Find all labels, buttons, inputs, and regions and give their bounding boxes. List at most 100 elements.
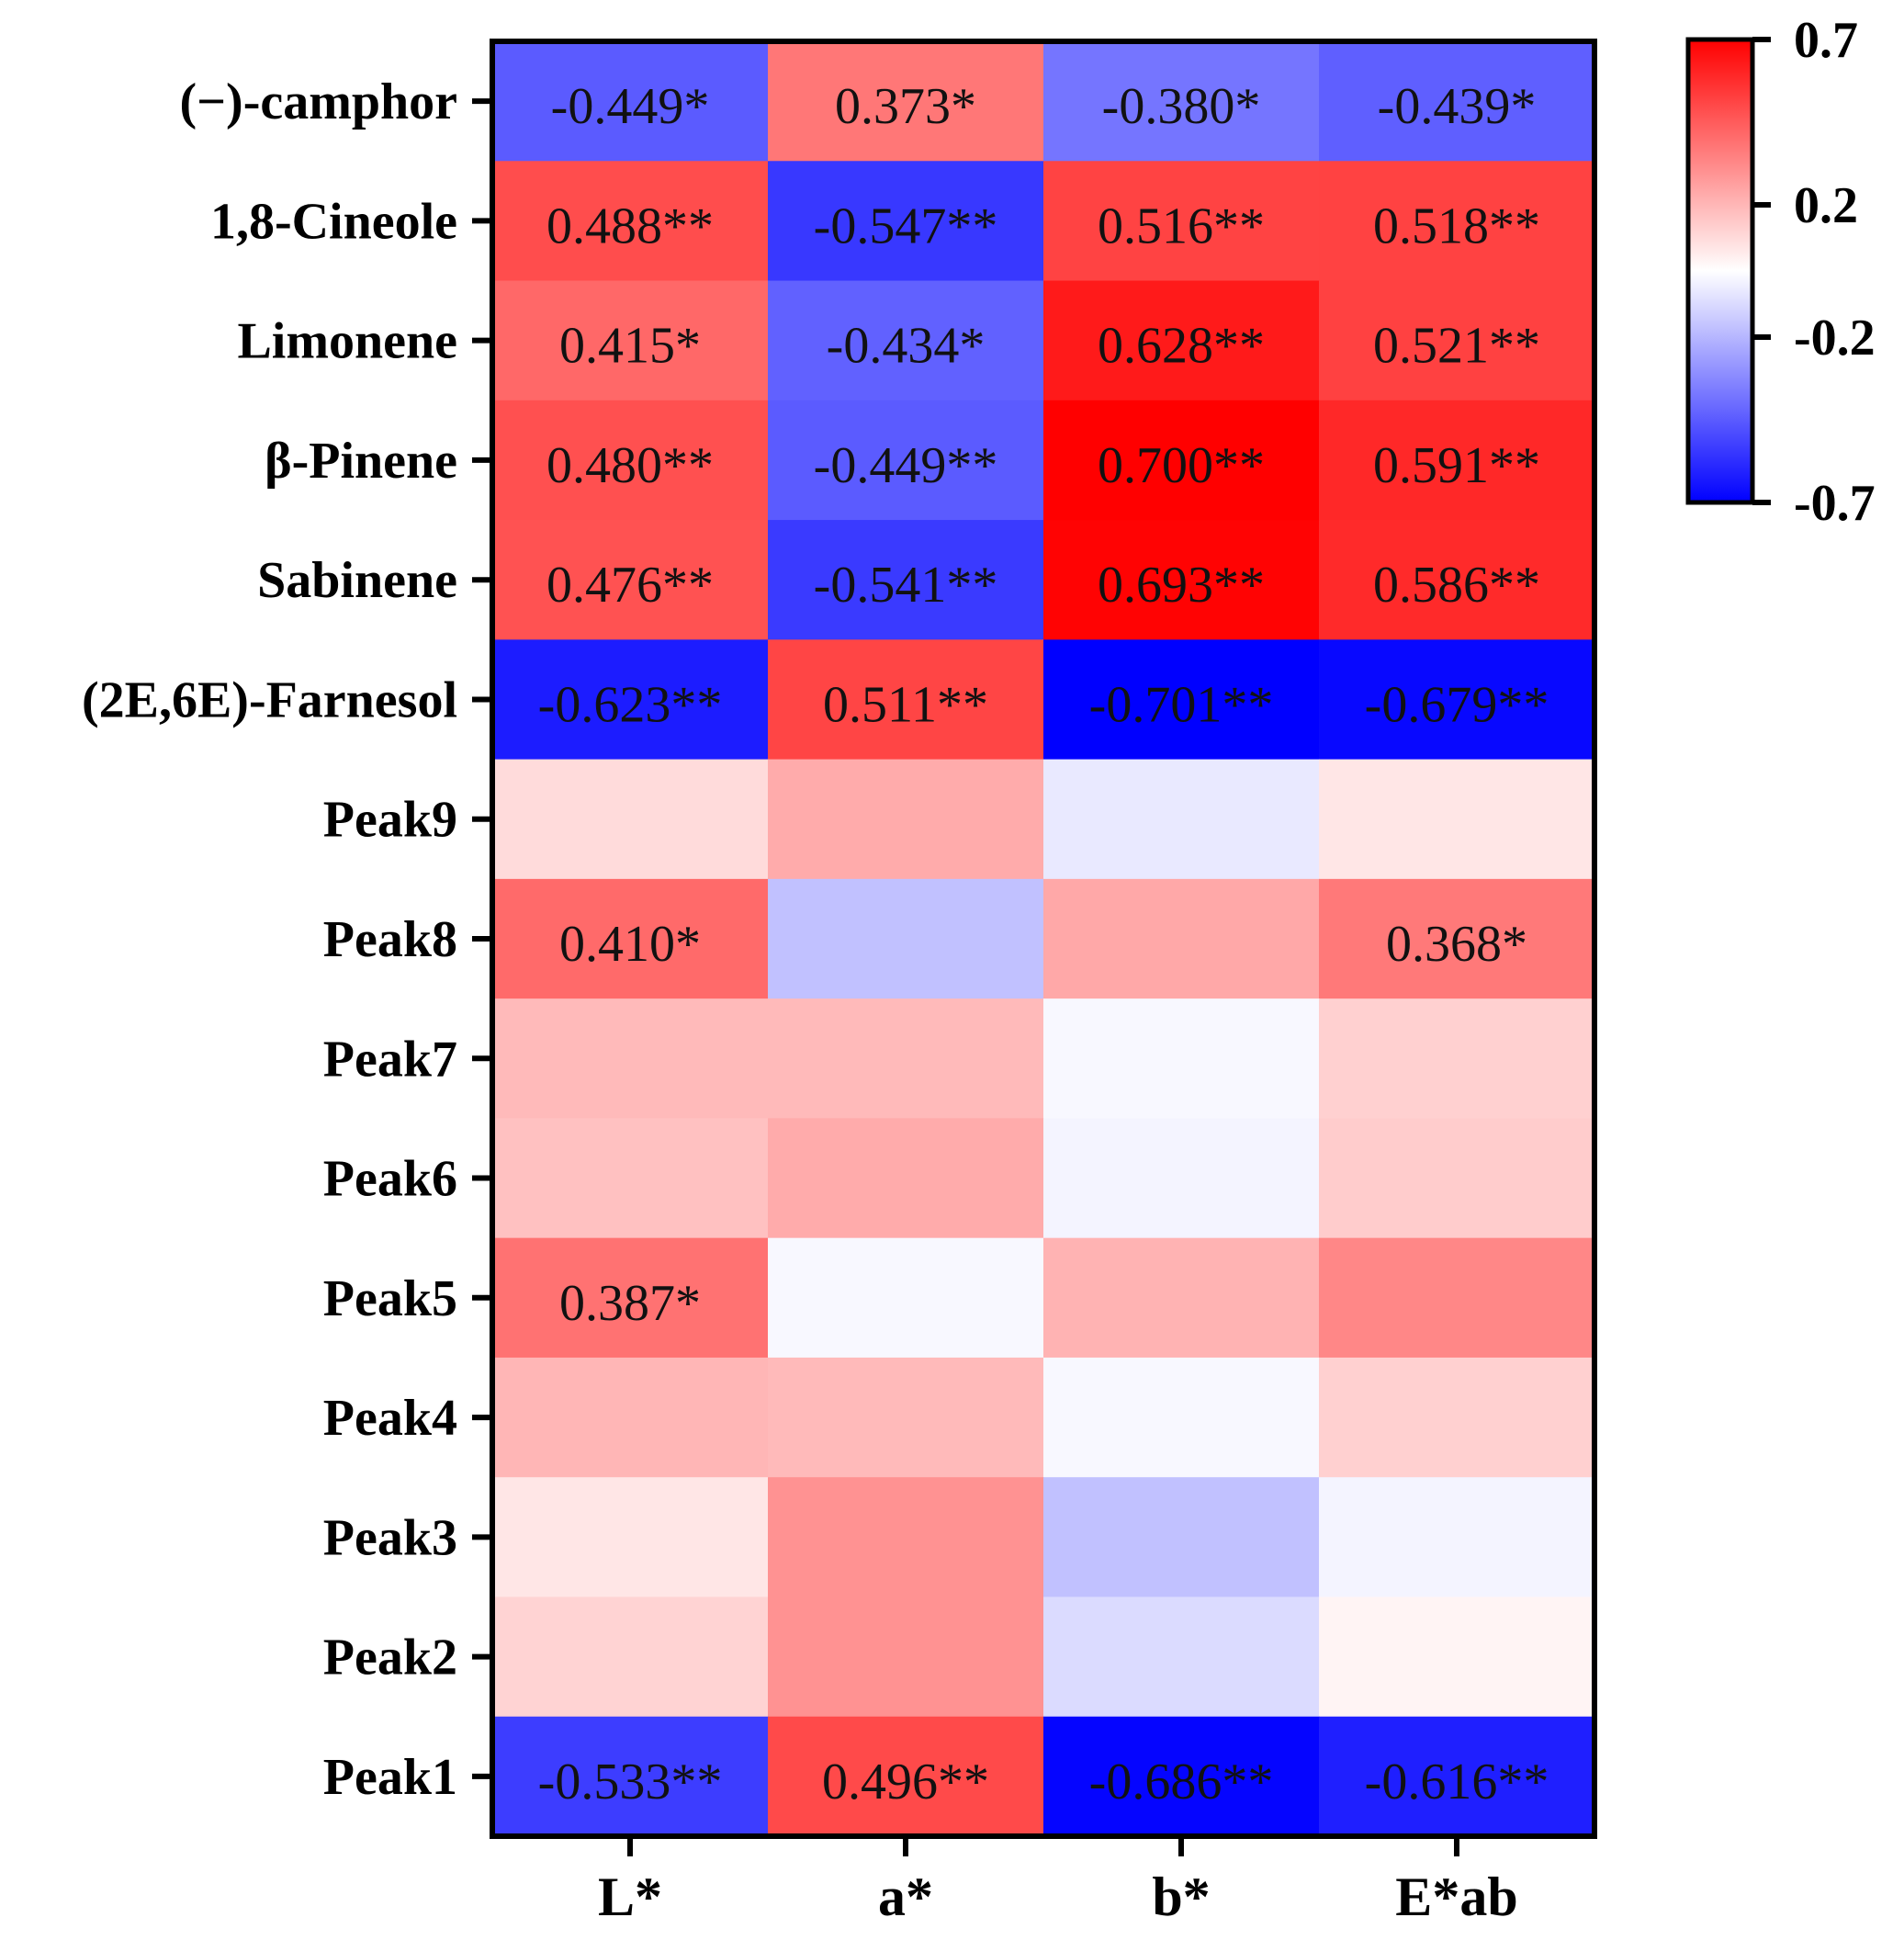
heatmap-cell	[768, 1237, 1044, 1359]
heatmap-cell	[1319, 639, 1595, 761]
heatmap-cell	[768, 520, 1044, 640]
heatmap-cell	[1319, 1477, 1595, 1598]
heatmap-cell-label: 0.387*	[559, 1275, 701, 1332]
heatmap-cell-label: 0.516**	[1098, 197, 1265, 254]
heatmap-cell	[1319, 878, 1595, 999]
heatmap-cell	[768, 161, 1044, 282]
heatmap-cell	[1319, 161, 1595, 282]
heatmap-cell-label: 0.518**	[1373, 197, 1540, 254]
heatmap-cell	[1043, 161, 1320, 282]
row-label: Sabinene	[257, 552, 457, 609]
heatmap-cell	[492, 1357, 769, 1478]
heatmap-cell	[768, 41, 1044, 162]
heatmap-cell	[1043, 639, 1320, 761]
heatmap-cell-label: -0.449*	[551, 78, 710, 135]
heatmap-cell	[1043, 520, 1320, 640]
heatmap-cell	[1319, 41, 1595, 162]
heatmap-cell	[1043, 41, 1320, 162]
column-label: E*ab	[1395, 1867, 1517, 1927]
heatmap-cell-label: 0.368*	[1386, 916, 1527, 973]
heatmap-cell	[1043, 400, 1320, 521]
heatmap-frame	[490, 39, 1597, 1839]
heatmap-cell	[492, 639, 769, 761]
heatmap-cell	[768, 280, 1044, 401]
heatmap-cell	[1319, 1357, 1595, 1478]
heatmap-cell	[492, 1716, 769, 1837]
row-label: (2E,6E)-Farnesol	[82, 671, 457, 728]
heatmap-cell	[768, 1118, 1044, 1239]
heatmap-cell-label: -0.434*	[827, 318, 986, 375]
heatmap-cell-label: 0.591**	[1373, 437, 1540, 494]
heatmap-cell-label: -0.616**	[1365, 1754, 1549, 1810]
heatmap-cell	[492, 400, 769, 521]
heatmap-cell	[1319, 400, 1595, 521]
heatmap-cell	[492, 759, 769, 880]
color-scale-tick-label: -0.2	[1794, 310, 1876, 367]
color-scale-tick-label: 0.7	[1794, 12, 1858, 69]
heatmap-cell	[1319, 1237, 1595, 1359]
row-label: Peak4	[323, 1390, 457, 1447]
heatmap-cell-label: 0.415*	[559, 318, 701, 375]
heatmap-cell-label: -0.439*	[1378, 78, 1537, 135]
heatmap-cell-label: 0.410*	[559, 916, 701, 973]
heatmap-cell-label: -0.380*	[1102, 78, 1261, 135]
heatmap-cell-label: 0.693**	[1098, 557, 1265, 614]
row-label: Peak9	[323, 792, 457, 849]
heatmap-cell-label: 0.511**	[823, 676, 988, 733]
heatmap-cell	[1319, 1118, 1595, 1239]
heatmap-cell-label: 0.373*	[835, 78, 976, 135]
heatmap-cell	[1043, 1118, 1320, 1239]
row-label: 1,8-Cineole	[210, 193, 457, 250]
row-label: Limonene	[237, 313, 457, 370]
heatmap-cell	[1319, 1716, 1595, 1837]
heatmap-cell-label: -0.541**	[814, 557, 998, 614]
heatmap-cell	[1043, 1596, 1320, 1718]
heatmap-cell	[1319, 998, 1595, 1119]
heatmap-cell-label: 0.628**	[1098, 318, 1265, 375]
color-scale-tick-label: -0.7	[1794, 475, 1876, 532]
column-label: L*	[598, 1867, 662, 1927]
heatmap-cell-label: 0.488**	[546, 197, 714, 254]
heatmap-cell-label: 0.700**	[1098, 437, 1265, 494]
heatmap-cell	[1043, 280, 1320, 401]
heatmap-cell	[492, 520, 769, 640]
heatmap-cells	[492, 41, 1595, 1837]
heatmap-cell	[768, 1716, 1044, 1837]
row-label: (−)-camphor	[179, 73, 457, 130]
color-scale-bar	[1685, 37, 1755, 505]
row-label: Peak2	[323, 1630, 457, 1686]
heatmap-cell-label: 0.521**	[1373, 318, 1540, 375]
heatmap-cell	[1043, 1357, 1320, 1478]
row-label: Peak6	[323, 1151, 457, 1208]
heatmap-cell	[492, 1237, 769, 1359]
heatmap-cell	[1319, 280, 1595, 401]
heatmap-cell	[1043, 998, 1320, 1119]
heatmap-cell	[492, 41, 769, 162]
row-label: Peak1	[323, 1749, 457, 1806]
heatmap-cell	[1319, 759, 1595, 880]
heatmap-cell-label: -0.547**	[814, 197, 998, 254]
heatmap-cell	[768, 998, 1044, 1119]
heatmap-cell	[1319, 1596, 1595, 1718]
heatmap-cell	[1043, 1237, 1320, 1359]
heatmap-cell	[492, 280, 769, 401]
heatmap-cell	[1043, 878, 1320, 999]
row-label: Peak5	[323, 1270, 457, 1327]
row-label: β-Pinene	[265, 433, 457, 490]
heatmap-cell	[492, 161, 769, 282]
heatmap-cell-label: -0.686**	[1089, 1754, 1274, 1810]
heatmap-cell	[768, 1596, 1044, 1718]
heatmap-cell	[492, 998, 769, 1119]
heatmap-cell	[768, 1477, 1044, 1598]
row-label: Peak7	[323, 1031, 457, 1088]
heatmap-cell-label: -0.623**	[538, 676, 723, 733]
heatmap-cell-label: -0.449**	[814, 437, 998, 494]
heatmap-cell	[768, 639, 1044, 761]
heatmap-cell	[492, 1118, 769, 1239]
heatmap-cell	[768, 1357, 1044, 1478]
color-scale-legend: 0.7 0.2 -0.2 -0.7	[1685, 12, 1876, 532]
heatmap-cell-label: 0.480**	[546, 437, 714, 494]
heatmap-cell	[1043, 1716, 1320, 1837]
heatmap-cell	[1043, 759, 1320, 880]
